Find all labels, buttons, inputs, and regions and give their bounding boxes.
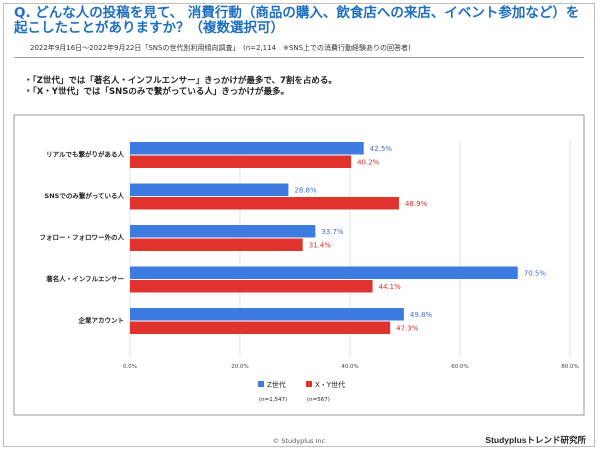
bar-z-generation <box>130 308 404 321</box>
category-label: 企業アカウント <box>78 316 125 325</box>
bar-z-generation <box>130 266 518 279</box>
category-labels: リアルでも繋がりがある人 SNSでのみ繋がっている人フォロー・フォロワー外の人著名… <box>40 150 125 325</box>
legend: Z世代 (n=1,547) X・Y世代 (n=567) <box>258 380 345 403</box>
summary-bullets: ・「Z世代」では「著名人・インフルエンサー」きっかけが最多で、7割を占める。 ・… <box>24 76 584 98</box>
bar-z-generation <box>130 225 316 238</box>
legend-sample-size: (n=567) <box>307 397 330 403</box>
data-label: 48.9% <box>405 200 428 208</box>
brand-text: Studyplusトレンド研究所 <box>485 435 586 445</box>
header-divider <box>14 57 584 58</box>
data-label: 42.5% <box>370 145 393 153</box>
bar-xy-generation <box>130 155 352 168</box>
data-label: 44.1% <box>379 283 402 291</box>
bar-z-generation <box>130 183 289 196</box>
category-label: フォロー・フォロワー外の人 <box>40 233 125 242</box>
category-label: リアルでも繋がりがある人 <box>46 150 124 159</box>
data-labels: 42.5% 40.2% 28.8% 48.9% 33.7% 31.4% 70.5% 44.1%… <box>294 145 546 333</box>
x-tick-label: 20.0% <box>231 364 248 370</box>
copyright-text: © Studyplus Inc. <box>272 437 328 445</box>
category-label: 著名人・インフルエンサー <box>46 274 124 283</box>
data-label: 47.3% <box>396 324 419 332</box>
data-label: 49.8% <box>410 311 433 319</box>
chart-border <box>13 114 585 416</box>
data-label: 70.5% <box>524 269 547 277</box>
legend-swatch <box>306 381 312 387</box>
bars <box>130 142 518 334</box>
bar-xy-generation <box>130 321 391 334</box>
summary-bullet: ・「X・Y世代」では「SNSのみで繋がっている人」きっかけが最多。 <box>24 87 290 97</box>
data-label: 28.8% <box>294 186 317 194</box>
category-label: SNSでのみ繋がっている人 <box>45 191 125 200</box>
data-label: 40.2% <box>357 158 380 166</box>
legend-swatch <box>258 381 264 387</box>
bar-xy-generation <box>130 238 303 251</box>
x-axis-ticks: 0.0% 20.0% 40.0% 60.0% 80.0% <box>123 364 579 370</box>
bar-xy-generation <box>130 197 399 210</box>
legend-label: X・Y世代 <box>315 380 345 389</box>
survey-note: 2022年9月16日～2022年9月22日「SNSの世代別利用傾向調査」 (n=… <box>30 44 411 52</box>
question-title: Q. どんな人の投稿を見て、 消費行動（商品の購入、飲食店への来店、イベント参加… <box>14 5 580 36</box>
summary-bullet: ・「Z世代」では「著名人・インフルエンサー」きっかけが最多で、7割を占める。 <box>24 76 337 86</box>
x-tick-label: 60.0% <box>451 364 468 370</box>
bar-z-generation <box>130 142 364 155</box>
data-label: 33.7% <box>321 228 344 236</box>
x-tick-label: 80.0% <box>561 364 578 370</box>
x-tick-label: 40.0% <box>341 364 358 370</box>
legend-sample-size: (n=1,547) <box>259 397 287 403</box>
bar-xy-generation <box>130 280 373 293</box>
x-tick-label: 0.0% <box>123 364 137 370</box>
legend-label: Z世代 <box>267 380 286 389</box>
data-label: 31.4% <box>309 241 332 249</box>
